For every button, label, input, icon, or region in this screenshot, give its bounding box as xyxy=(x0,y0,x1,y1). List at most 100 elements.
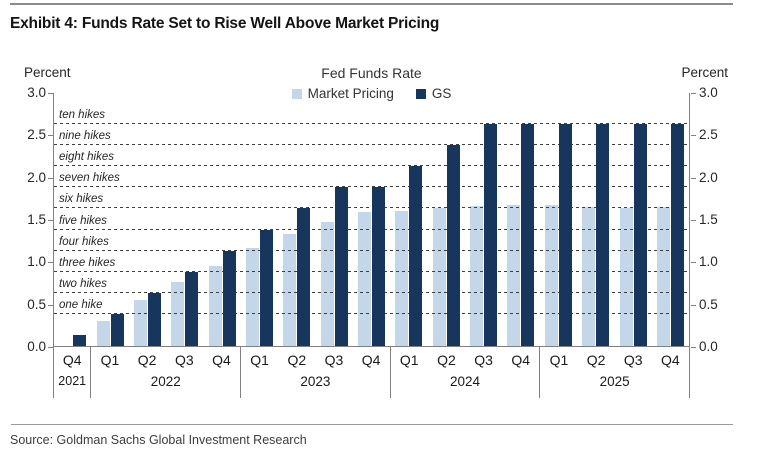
bar-group-q1-2023 xyxy=(241,93,278,346)
tick-mark-right xyxy=(691,177,696,179)
bar-gs xyxy=(73,335,87,346)
y-tick-right-0.0: 0.0 xyxy=(699,339,718,354)
hike-label-ten-hikes: ten hikes xyxy=(59,108,106,121)
bar-gs xyxy=(185,271,199,346)
bar-group-q3-2024 xyxy=(465,93,502,346)
tick-mark-left xyxy=(48,304,53,306)
quarter-label-q3-2022: Q3 xyxy=(174,352,194,368)
legend-item-market-pricing: Market Pricing xyxy=(291,86,394,101)
y-tick-left-0.0: 0.0 xyxy=(27,339,46,354)
year-label-2025: 2025 xyxy=(599,374,630,389)
hike-label-one-hike: one hike xyxy=(59,299,103,312)
bar-gs xyxy=(633,123,647,346)
tick-mark-right xyxy=(691,347,696,348)
hike-label-eight-hikes: eight hikes xyxy=(59,151,114,164)
gridline-seven-hikes xyxy=(54,186,689,188)
bar-market-pricing xyxy=(656,207,670,346)
bar-group-q3-2025 xyxy=(614,93,651,346)
gridline-five-hikes xyxy=(54,228,689,230)
year-group-2025: Q1 Q2 Q3 Q4 2025 xyxy=(539,347,689,398)
bar-gs xyxy=(372,187,386,346)
gridline-six-hikes xyxy=(54,207,689,209)
gridline-two-hikes xyxy=(54,292,689,294)
y-tick-right-1.0: 1.0 xyxy=(699,254,718,270)
bar-group-q2-2023 xyxy=(278,93,315,346)
bar-group-q1-2024 xyxy=(390,93,427,346)
hike-label-two-hikes: two hikes xyxy=(59,278,107,291)
bar-market-pricing xyxy=(432,208,446,346)
year-group-2022: Q1 Q2 Q3 Q4 2022 xyxy=(90,347,240,398)
bar-market-pricing xyxy=(96,320,110,346)
quarter-row: Q1 Q2 Q3 Q4 xyxy=(391,347,540,368)
legend: Market Pricing GS xyxy=(53,86,690,101)
source-attribution: Source: Goldman Sachs Global Investment … xyxy=(10,433,307,447)
hike-label-five-hikes: five hikes xyxy=(59,214,107,227)
quarter-label-q2-2025: Q2 xyxy=(586,352,606,368)
y-tick-right-2.5: 2.5 xyxy=(699,127,718,143)
gridline-ten-hikes xyxy=(54,122,689,124)
chart-title: Fed Funds Rate xyxy=(321,65,422,81)
hike-label-six-hikes: six hikes xyxy=(59,193,104,206)
bottom-divider xyxy=(11,424,733,425)
quarter-label-q2-2024: Q2 xyxy=(437,352,456,368)
quarter-label-q4-2022: Q4 xyxy=(212,352,231,368)
gridline-three-hikes xyxy=(54,270,689,272)
tick-mark-right xyxy=(691,135,696,137)
quarter-label-q1-2022: Q1 xyxy=(100,352,120,368)
bar-group-q2-2025 xyxy=(577,93,614,346)
quarter-label-q4-2023: Q4 xyxy=(361,352,381,368)
x-axis: Q4 2021 Q1 Q2 Q3 Q4 2022 Q1 Q2 Q3 Q4 2023 Q1 Q2 Q3 Q4 20… xyxy=(53,347,690,398)
hike-label-seven-hikes: seven hikes xyxy=(59,172,120,185)
tick-mark-left xyxy=(48,220,53,221)
tick-mark-right xyxy=(691,220,696,221)
bar-group-q4-2023 xyxy=(353,93,390,346)
bar-gs xyxy=(409,166,423,346)
bar-gs xyxy=(110,314,124,346)
gridline-one-hike xyxy=(54,313,689,315)
quarter-row: Q1 Q2 Q3 Q4 xyxy=(540,347,689,368)
quarter-label-q1-2024: Q1 xyxy=(399,352,419,368)
hike-label-three-hikes: three hikes xyxy=(59,256,116,269)
legend-label-market-pricing: Market Pricing xyxy=(307,86,394,101)
bar-group-q1-2025 xyxy=(540,93,577,346)
bar-series xyxy=(54,93,689,346)
year-label-2022: 2022 xyxy=(150,374,181,389)
quarter-label-q1-2023: Q1 xyxy=(250,352,269,368)
bar-market-pricing xyxy=(208,265,222,346)
tick-mark-left xyxy=(48,347,53,348)
bar-market-pricing xyxy=(395,211,409,346)
bar-market-pricing xyxy=(358,212,372,346)
tick-mark-left xyxy=(48,177,53,179)
bar-gs xyxy=(596,123,610,346)
y-tick-left-1.5: 1.5 xyxy=(27,212,46,227)
bar-market-pricing xyxy=(245,247,259,346)
tick-mark-right xyxy=(691,262,696,264)
quarter-label-q2-2022: Q2 xyxy=(137,352,157,368)
bar-market-pricing xyxy=(283,234,297,346)
tick-mark-right xyxy=(691,304,696,306)
y-tick-left-2.0: 2.0 xyxy=(27,169,46,185)
bar-market-pricing xyxy=(544,205,558,346)
bar-gs xyxy=(558,123,572,346)
quarter-label-q3-2023: Q3 xyxy=(324,352,344,368)
bar-market-pricing xyxy=(582,207,596,346)
bar-market-pricing xyxy=(470,206,484,346)
y-tick-left-0.5: 0.5 xyxy=(27,296,46,312)
year-label-2024: 2024 xyxy=(449,374,481,389)
quarter-label-q2-2023: Q2 xyxy=(287,352,307,368)
bar-group-q3-2022 xyxy=(166,93,203,346)
year-group-2023: Q1 Q2 Q3 Q4 2023 xyxy=(240,347,390,398)
y-tick-right-3.0: 3.0 xyxy=(699,85,718,100)
year-label-2021: 2021 xyxy=(58,374,87,388)
legend-swatch-gs xyxy=(415,88,426,99)
y-tick-left-3.0: 3.0 xyxy=(27,85,46,100)
bar-gs xyxy=(446,144,460,346)
gridline-four-hikes xyxy=(54,249,689,251)
tick-mark-left xyxy=(48,93,53,94)
quarter-label-q3-2024: Q3 xyxy=(474,352,493,368)
hike-label-nine-hikes: nine hikes xyxy=(59,129,111,142)
hike-label-four-hikes: four hikes xyxy=(59,235,109,248)
quarter-label-q4-2025: Q4 xyxy=(661,352,680,368)
bar-group-q3-2023 xyxy=(316,93,353,346)
legend-item-gs: GS xyxy=(415,86,451,101)
